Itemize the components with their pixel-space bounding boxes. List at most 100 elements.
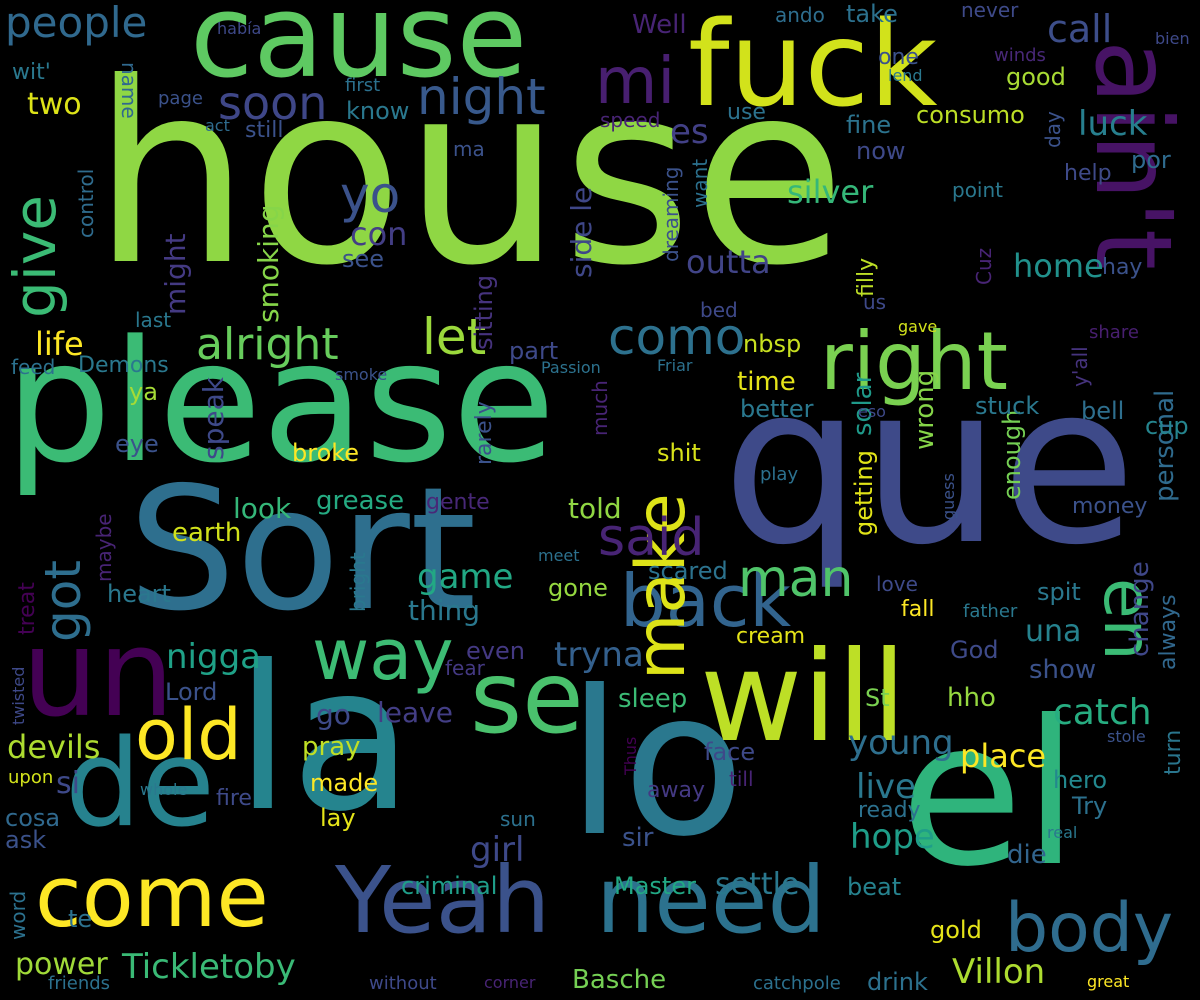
word: una — [1025, 614, 1082, 649]
word: bed — [700, 298, 738, 322]
word: speed — [600, 108, 661, 132]
word: twisted — [9, 666, 28, 725]
word: que — [722, 337, 1137, 593]
word: Villon — [952, 952, 1046, 992]
word: fine — [846, 111, 892, 139]
word: come — [35, 848, 269, 947]
word: please — [5, 304, 556, 500]
word: getting — [850, 450, 878, 536]
word: away — [647, 778, 705, 803]
word: hero — [1053, 766, 1107, 794]
word: criminal — [401, 872, 498, 900]
word: sitting — [470, 274, 498, 350]
word: grease — [316, 486, 405, 516]
word: way — [312, 614, 454, 696]
word: maybe — [92, 513, 116, 582]
word: cosa — [5, 804, 61, 832]
word: alright — [196, 319, 339, 370]
word: act — [205, 116, 230, 135]
word: call — [1047, 7, 1113, 51]
word: bright — [346, 552, 370, 612]
word: broke — [292, 439, 360, 467]
word: know — [346, 97, 410, 125]
word: Master — [614, 872, 696, 900]
word: power — [15, 947, 108, 982]
word: smoke — [335, 365, 388, 384]
word: home — [1013, 247, 1104, 285]
word: scared — [648, 557, 728, 585]
word: better — [740, 395, 814, 423]
word: silver — [787, 173, 874, 211]
word: take — [846, 0, 898, 28]
word: Basche — [572, 965, 667, 995]
word: la — [235, 623, 414, 856]
word: turn — [1161, 729, 1186, 775]
word: Tickletoby — [122, 947, 296, 987]
word: play — [760, 464, 799, 485]
word: page — [158, 88, 203, 109]
word: God — [950, 636, 999, 664]
word: sun — [500, 807, 536, 831]
word: feed — [11, 355, 56, 379]
word: personal — [1150, 389, 1180, 502]
word: good — [1006, 63, 1066, 91]
word: wit' — [12, 60, 51, 85]
word: will — [700, 625, 907, 770]
word: mi — [595, 45, 676, 119]
word: ask — [5, 826, 47, 854]
word: St — [865, 684, 890, 712]
word: cup — [1145, 412, 1189, 440]
word: eso — [858, 402, 886, 421]
word: share — [1089, 322, 1139, 343]
word: Sort — [128, 451, 477, 649]
word: speak — [197, 377, 230, 460]
word: meet — [538, 546, 580, 565]
word: gold — [930, 916, 982, 944]
word: money — [1072, 494, 1148, 519]
word: life — [35, 325, 84, 363]
word: need — [596, 847, 826, 954]
word: wrong — [910, 369, 940, 450]
word: live — [856, 767, 916, 807]
word: day — [1041, 111, 1065, 148]
word: eye — [115, 430, 159, 458]
word: Well — [632, 10, 687, 40]
word: hay — [1102, 255, 1143, 280]
word: catch — [1053, 692, 1152, 733]
word: friends — [48, 973, 111, 994]
word: Demons — [78, 353, 169, 378]
word: people — [5, 0, 148, 47]
word: stuck — [975, 392, 1040, 420]
word: es — [670, 112, 709, 152]
word: lend — [888, 66, 923, 85]
word: help — [1064, 161, 1112, 186]
word: se — [470, 639, 584, 756]
word: night — [417, 68, 546, 126]
word: winds — [994, 45, 1046, 66]
word: por — [1131, 146, 1171, 174]
word: lay — [320, 804, 356, 832]
word: point — [952, 178, 1004, 202]
word: gente — [426, 490, 490, 515]
word: hho — [947, 683, 996, 713]
word: ando — [775, 3, 825, 27]
word: luck — [1078, 104, 1148, 144]
word: old — [135, 694, 242, 776]
word: bien — [1155, 29, 1190, 48]
word: gone — [548, 574, 608, 602]
word: devils — [7, 728, 101, 766]
word: right — [820, 315, 1008, 408]
word: había — [217, 19, 262, 38]
word: nigga — [166, 637, 261, 677]
word: love — [876, 572, 918, 596]
word: bell — [1081, 397, 1125, 425]
word: drink — [867, 968, 928, 996]
word: side le — [565, 186, 598, 278]
word: te — [68, 905, 93, 933]
word: Thus — [621, 736, 640, 775]
word: made — [310, 769, 379, 797]
word: thing — [408, 594, 481, 627]
word: without — [369, 973, 437, 994]
word: die — [1007, 840, 1047, 870]
word: name — [117, 62, 141, 119]
